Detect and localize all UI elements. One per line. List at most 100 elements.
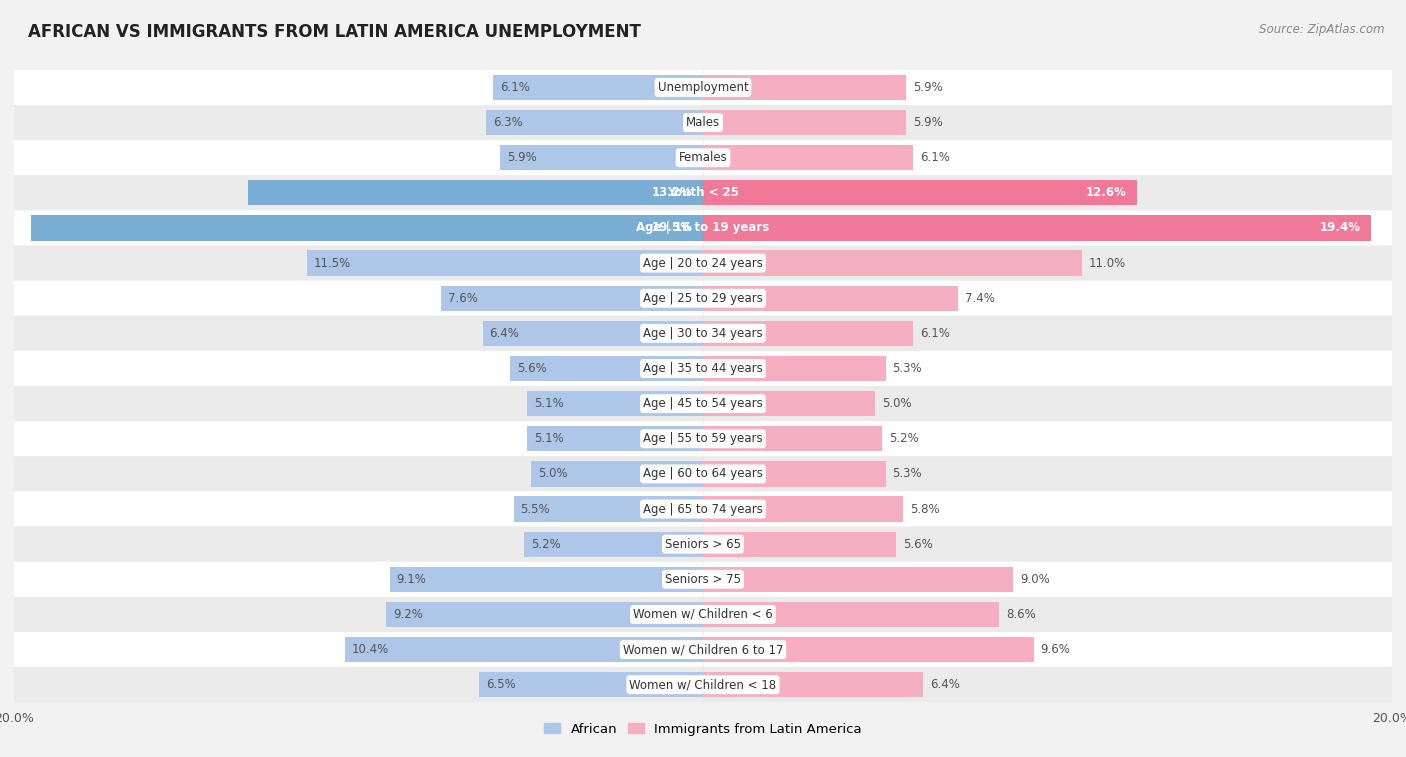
FancyBboxPatch shape (14, 527, 1392, 562)
Text: Age | 65 to 74 years: Age | 65 to 74 years (643, 503, 763, 516)
Bar (31, 215, 703, 241)
Bar (482, 321, 703, 346)
FancyBboxPatch shape (14, 140, 1392, 176)
Text: 9.2%: 9.2% (392, 608, 423, 621)
Text: Age | 25 to 29 years: Age | 25 to 29 years (643, 291, 763, 305)
Text: Age | 16 to 19 years: Age | 16 to 19 years (637, 222, 769, 235)
Bar (703, 391, 875, 416)
Text: 6.3%: 6.3% (494, 116, 523, 129)
FancyBboxPatch shape (14, 176, 1392, 210)
Text: 6.1%: 6.1% (920, 327, 950, 340)
Bar (703, 672, 924, 697)
Bar (510, 356, 703, 382)
Text: 8.6%: 8.6% (1007, 608, 1036, 621)
Text: 5.6%: 5.6% (903, 537, 932, 550)
Text: 9.6%: 9.6% (1040, 643, 1070, 656)
Text: Women w/ Children 6 to 17: Women w/ Children 6 to 17 (623, 643, 783, 656)
Text: 19.5%: 19.5% (651, 222, 693, 235)
Text: 5.3%: 5.3% (893, 362, 922, 375)
Bar (344, 637, 703, 662)
Bar (703, 497, 903, 522)
Text: Women w/ Children < 18: Women w/ Children < 18 (630, 678, 776, 691)
Text: 5.2%: 5.2% (889, 432, 918, 445)
Legend: African, Immigrants from Latin America: African, Immigrants from Latin America (544, 722, 862, 736)
Text: Women w/ Children < 6: Women w/ Children < 6 (633, 608, 773, 621)
Text: 19.4%: 19.4% (1320, 222, 1361, 235)
Text: Youth < 25: Youth < 25 (666, 186, 740, 199)
Text: 5.9%: 5.9% (506, 151, 537, 164)
Text: 10.4%: 10.4% (352, 643, 389, 656)
Text: 6.4%: 6.4% (931, 678, 960, 691)
Text: 5.1%: 5.1% (534, 432, 564, 445)
Bar (703, 567, 1012, 592)
FancyBboxPatch shape (14, 70, 1392, 105)
FancyBboxPatch shape (14, 281, 1392, 316)
Text: 7.4%: 7.4% (965, 291, 994, 305)
Bar (703, 180, 1137, 205)
FancyBboxPatch shape (14, 105, 1392, 140)
FancyBboxPatch shape (14, 210, 1392, 245)
Text: 5.0%: 5.0% (537, 467, 567, 481)
Text: Age | 45 to 54 years: Age | 45 to 54 years (643, 397, 763, 410)
Text: 5.3%: 5.3% (893, 467, 922, 481)
Bar (249, 180, 703, 205)
Text: 5.6%: 5.6% (517, 362, 547, 375)
Text: Males: Males (686, 116, 720, 129)
Bar (703, 251, 1083, 276)
Bar (703, 75, 907, 100)
Text: Seniors > 65: Seniors > 65 (665, 537, 741, 550)
Bar (387, 602, 703, 627)
Bar (703, 461, 886, 487)
FancyBboxPatch shape (14, 386, 1392, 421)
Bar (513, 497, 703, 522)
Bar (703, 426, 882, 451)
Bar (703, 637, 1033, 662)
FancyBboxPatch shape (14, 245, 1392, 281)
Bar (494, 75, 703, 100)
Bar (703, 531, 896, 557)
Bar (703, 285, 957, 311)
FancyBboxPatch shape (14, 597, 1392, 632)
Bar (527, 426, 703, 451)
Bar (527, 391, 703, 416)
Text: 9.1%: 9.1% (396, 573, 426, 586)
Text: 13.2%: 13.2% (652, 186, 693, 199)
Text: 5.9%: 5.9% (912, 81, 943, 94)
Bar (703, 110, 907, 136)
Bar (499, 145, 703, 170)
Text: 5.9%: 5.9% (912, 116, 943, 129)
Bar (524, 531, 703, 557)
Bar (703, 145, 912, 170)
Text: Seniors > 75: Seniors > 75 (665, 573, 741, 586)
FancyBboxPatch shape (14, 456, 1392, 491)
Text: 5.1%: 5.1% (534, 397, 564, 410)
Bar (531, 461, 703, 487)
FancyBboxPatch shape (14, 351, 1392, 386)
Text: Age | 30 to 34 years: Age | 30 to 34 years (643, 327, 763, 340)
FancyBboxPatch shape (14, 421, 1392, 456)
Text: 11.5%: 11.5% (314, 257, 352, 269)
Text: 7.6%: 7.6% (449, 291, 478, 305)
Text: AFRICAN VS IMMIGRANTS FROM LATIN AMERICA UNEMPLOYMENT: AFRICAN VS IMMIGRANTS FROM LATIN AMERICA… (28, 23, 641, 41)
Text: 6.1%: 6.1% (920, 151, 950, 164)
Text: 5.5%: 5.5% (520, 503, 550, 516)
Text: 5.0%: 5.0% (882, 397, 911, 410)
FancyBboxPatch shape (14, 316, 1392, 351)
Text: Age | 20 to 24 years: Age | 20 to 24 years (643, 257, 763, 269)
FancyBboxPatch shape (14, 562, 1392, 597)
Bar (703, 321, 912, 346)
Bar (479, 672, 703, 697)
Text: 6.5%: 6.5% (486, 678, 516, 691)
FancyBboxPatch shape (14, 632, 1392, 667)
Text: Age | 35 to 44 years: Age | 35 to 44 years (643, 362, 763, 375)
Text: 12.6%: 12.6% (1085, 186, 1126, 199)
Text: Age | 55 to 59 years: Age | 55 to 59 years (643, 432, 763, 445)
FancyBboxPatch shape (14, 491, 1392, 527)
Bar (389, 567, 703, 592)
Text: Unemployment: Unemployment (658, 81, 748, 94)
Bar (486, 110, 703, 136)
Bar (307, 251, 703, 276)
Bar (441, 285, 703, 311)
Text: Females: Females (679, 151, 727, 164)
Bar (703, 215, 1371, 241)
